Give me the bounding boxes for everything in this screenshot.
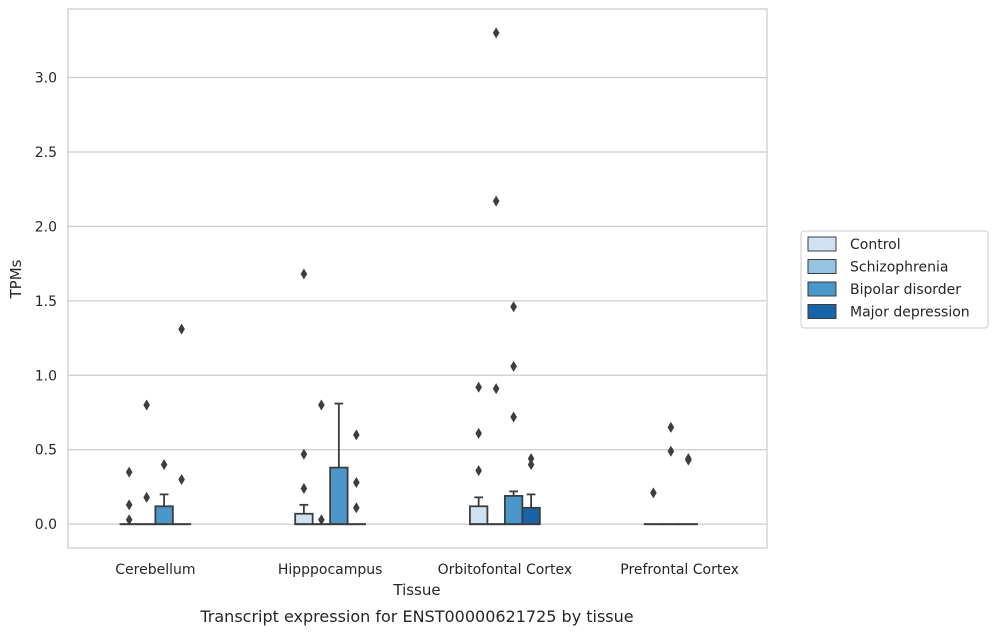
legend-swatch — [807, 281, 837, 297]
box-group — [154, 493, 174, 526]
box-group — [329, 402, 349, 526]
box-group — [469, 496, 489, 526]
outlier-point — [492, 383, 500, 395]
legend-swatch — [807, 259, 837, 274]
outlier-point — [667, 445, 675, 457]
y-tick-label: 3.0 — [35, 70, 57, 86]
legend-swatch — [807, 236, 837, 252]
x-tick-label: Hipppocampus — [278, 562, 383, 578]
outlier-point — [143, 491, 150, 503]
box-body — [521, 506, 541, 526]
legend: Control Schizophrenia Bipolar disorder Majo… — [800, 230, 989, 329]
outlier-point — [178, 474, 185, 486]
outlier-point — [300, 268, 308, 280]
outlier-point — [492, 195, 500, 207]
outlier-point — [300, 448, 308, 460]
box-group — [294, 503, 314, 526]
outlier-point — [475, 427, 482, 439]
y-tick-label: 2.0 — [35, 219, 57, 235]
outlier-point — [353, 429, 360, 441]
y-tick-label: 2.5 — [35, 145, 57, 161]
box-body — [469, 505, 489, 526]
legend-label: Control — [850, 237, 901, 253]
chart-caption: Transcript expression for ENST0000062172… — [199, 607, 633, 626]
outlier-point — [178, 323, 185, 335]
outlier-point — [125, 514, 133, 526]
outlier-point — [475, 465, 482, 477]
y-tick-label: 1.0 — [35, 368, 57, 384]
box-body — [503, 494, 524, 526]
legend-label: Schizophrenia — [850, 260, 948, 276]
outlier-point — [125, 466, 133, 478]
legend-label: Major depression — [850, 305, 970, 321]
outlier-point — [527, 453, 535, 465]
outlier-point — [160, 459, 168, 471]
box-body — [294, 512, 314, 526]
x-tick-labels: Cerebellum Hipppocampus Orbitofontal Corte… — [115, 562, 739, 578]
x-tick-label: Cerebellum — [115, 562, 195, 578]
outlier-point — [300, 482, 308, 494]
legend-frame — [800, 230, 989, 329]
x-tick-label: Prefrontal Cortex — [620, 562, 739, 578]
outlier-point — [318, 514, 325, 526]
grid-lines — [68, 76, 767, 525]
y-tick-label: 0.0 — [35, 517, 57, 533]
outlier-point — [685, 454, 692, 466]
box-group — [503, 490, 524, 526]
outlier-point — [667, 421, 675, 433]
legend-swatch — [807, 304, 837, 319]
outlier-point — [125, 499, 133, 511]
boxes — [119, 402, 699, 526]
y-tick-labels: 0.0 0.5 1.0 1.5 2.0 2.5 3.0 — [35, 70, 57, 533]
outlier-point — [510, 360, 517, 372]
outlier-point — [475, 381, 482, 393]
outlier-point — [353, 502, 360, 514]
outlier-point — [353, 476, 360, 488]
box-body — [329, 466, 349, 526]
outlier-point — [143, 399, 150, 411]
plot-area-frame — [67, 8, 768, 549]
outlier-point — [318, 399, 325, 411]
y-axis-title: TPMs — [7, 259, 25, 299]
outlier-point — [510, 411, 517, 423]
box-group — [521, 493, 541, 526]
y-tick-label: 1.5 — [35, 294, 57, 310]
legend-label: Bipolar disorder — [850, 282, 961, 298]
outlier-point — [650, 487, 657, 499]
box-body — [154, 505, 174, 526]
outlier-point — [492, 27, 500, 39]
outliers — [125, 27, 692, 526]
outlier-point — [527, 459, 535, 471]
x-axis-title: Tissue — [392, 581, 440, 599]
x-tick-label: Orbitofontal Cortex — [438, 562, 573, 578]
outlier-point — [510, 301, 517, 313]
y-tick-label: 0.5 — [35, 443, 57, 459]
